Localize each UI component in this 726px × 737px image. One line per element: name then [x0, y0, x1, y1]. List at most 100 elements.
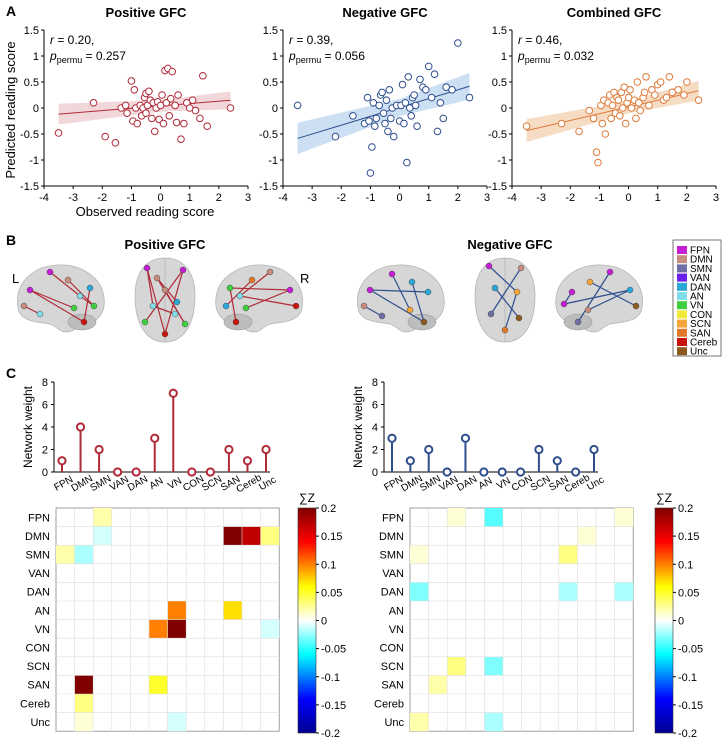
- row-label: AN: [389, 605, 404, 617]
- x-tick-label: 1: [426, 192, 432, 204]
- brain-node: [487, 310, 495, 318]
- heatmap-cell: [577, 526, 596, 546]
- data-point: [626, 86, 634, 94]
- x-tick-label: 3: [713, 192, 719, 204]
- heatmap-cell: [484, 656, 503, 676]
- scatter-negative: Negative GFC 1.5 1 0.5 0 -0.5 -1 -1.5-4 -3 -2 -1 0 1…: [259, 5, 490, 204]
- heatmap-negative: FPN DMN SMN VAN DAN AN VN CON SCN SAN Cereb Unc ∑Z 0.…: [374, 491, 703, 737]
- heatmap-cell: [223, 601, 242, 620]
- stem-marker: [57, 456, 67, 466]
- data-point: [389, 132, 398, 141]
- x-tick-label: 1: [655, 192, 661, 204]
- colorbar-label: ∑Z: [299, 491, 315, 505]
- scatter-title: Positive GFC: [106, 5, 188, 20]
- brain-node: [171, 310, 179, 318]
- heatmap-cell: [260, 526, 280, 546]
- connection-edge: [494, 287, 520, 319]
- x-tick-label: -1: [595, 192, 605, 204]
- stem-marker: [442, 467, 452, 477]
- brain-negative-axial: [474, 257, 536, 343]
- brain-node: [485, 262, 493, 270]
- legend-label: VAN: [690, 273, 710, 284]
- brain-node: [179, 266, 187, 274]
- brain-node: [161, 330, 169, 338]
- heatmap-cell: [93, 526, 112, 546]
- data-point: [601, 130, 610, 138]
- heatmap-cell: [74, 712, 94, 732]
- x-tick-label: 3: [245, 192, 251, 204]
- heatmap-cell: [484, 712, 503, 732]
- heatmap-cell: [167, 619, 187, 639]
- brain-node: [153, 274, 161, 282]
- data-point: [172, 118, 181, 127]
- legend-label: FPN: [690, 246, 710, 257]
- row-label: DMN: [379, 531, 404, 543]
- legend-swatch: [677, 301, 687, 310]
- stat-r: r = 0.39,: [289, 33, 333, 47]
- row-label: SMN: [26, 550, 51, 562]
- brain-node: [80, 318, 88, 326]
- data-point: [101, 132, 109, 141]
- legend-swatch: [677, 282, 687, 291]
- heatmap-cell: [428, 675, 448, 694]
- stem-marker: [552, 456, 562, 466]
- y-tick-label: -1: [497, 155, 507, 167]
- brain-node: [517, 264, 525, 272]
- colorbar-label: ∑Z: [656, 491, 672, 505]
- connection-edge: [245, 289, 291, 309]
- y-tick-label: 1.5: [24, 25, 39, 37]
- colorbar-tick-label: -0.1: [678, 672, 697, 684]
- brain-node: [513, 288, 521, 296]
- y-tick-label: 2: [42, 445, 48, 457]
- brain-negative-right: [555, 264, 643, 333]
- data-point: [651, 91, 659, 99]
- brain-node: [248, 276, 256, 284]
- heatmap-cell: [74, 675, 94, 694]
- y-tick-label: 4: [42, 422, 48, 434]
- data-point: [166, 94, 175, 103]
- connection-edge: [83, 287, 91, 323]
- data-point: [180, 119, 188, 128]
- brain-node: [149, 302, 157, 310]
- row-label: SAN: [27, 680, 50, 692]
- data-point: [121, 101, 130, 110]
- y-tick-label: -1.5: [20, 181, 39, 193]
- stem-marker: [515, 467, 526, 477]
- data-point: [632, 114, 640, 123]
- data-point: [127, 77, 136, 85]
- data-point: [191, 106, 200, 115]
- brain-node: [424, 288, 432, 296]
- legend-label: SCN: [690, 319, 711, 330]
- y-tick-label: 2: [372, 445, 378, 457]
- connection-edge: [411, 281, 425, 323]
- x-tick-label: -3: [536, 192, 546, 204]
- y-tick-label: -0.5: [488, 129, 507, 141]
- data-point: [375, 101, 383, 110]
- x-tick-label: 0: [158, 192, 164, 204]
- heatmap-cell: [447, 656, 466, 676]
- x-tick-label: -1: [366, 192, 376, 204]
- colorbar-tick-label: 0.05: [678, 587, 699, 599]
- stem-marker: [205, 467, 215, 477]
- data-point: [683, 78, 691, 86]
- brain-node: [26, 286, 34, 294]
- data-point: [372, 114, 381, 123]
- data-point: [384, 127, 392, 136]
- row-label: CON: [26, 643, 51, 655]
- data-point: [203, 122, 211, 130]
- data-point: [627, 104, 636, 112]
- y-tick-label: 0: [272, 103, 278, 115]
- heatmap-cell: [614, 582, 634, 601]
- heatmap-cell: [410, 582, 429, 601]
- connection-edge: [369, 289, 425, 323]
- data-point: [226, 104, 235, 112]
- data-point: [378, 88, 386, 97]
- x-tick-label: -4: [507, 192, 517, 204]
- data-point: [410, 91, 418, 99]
- brain-node: [568, 288, 576, 296]
- row-label: CON: [380, 643, 405, 655]
- x-tick-label: -4: [278, 192, 288, 204]
- row-label: DMN: [25, 531, 50, 543]
- connection-edge: [156, 277, 186, 325]
- data-point: [633, 78, 642, 86]
